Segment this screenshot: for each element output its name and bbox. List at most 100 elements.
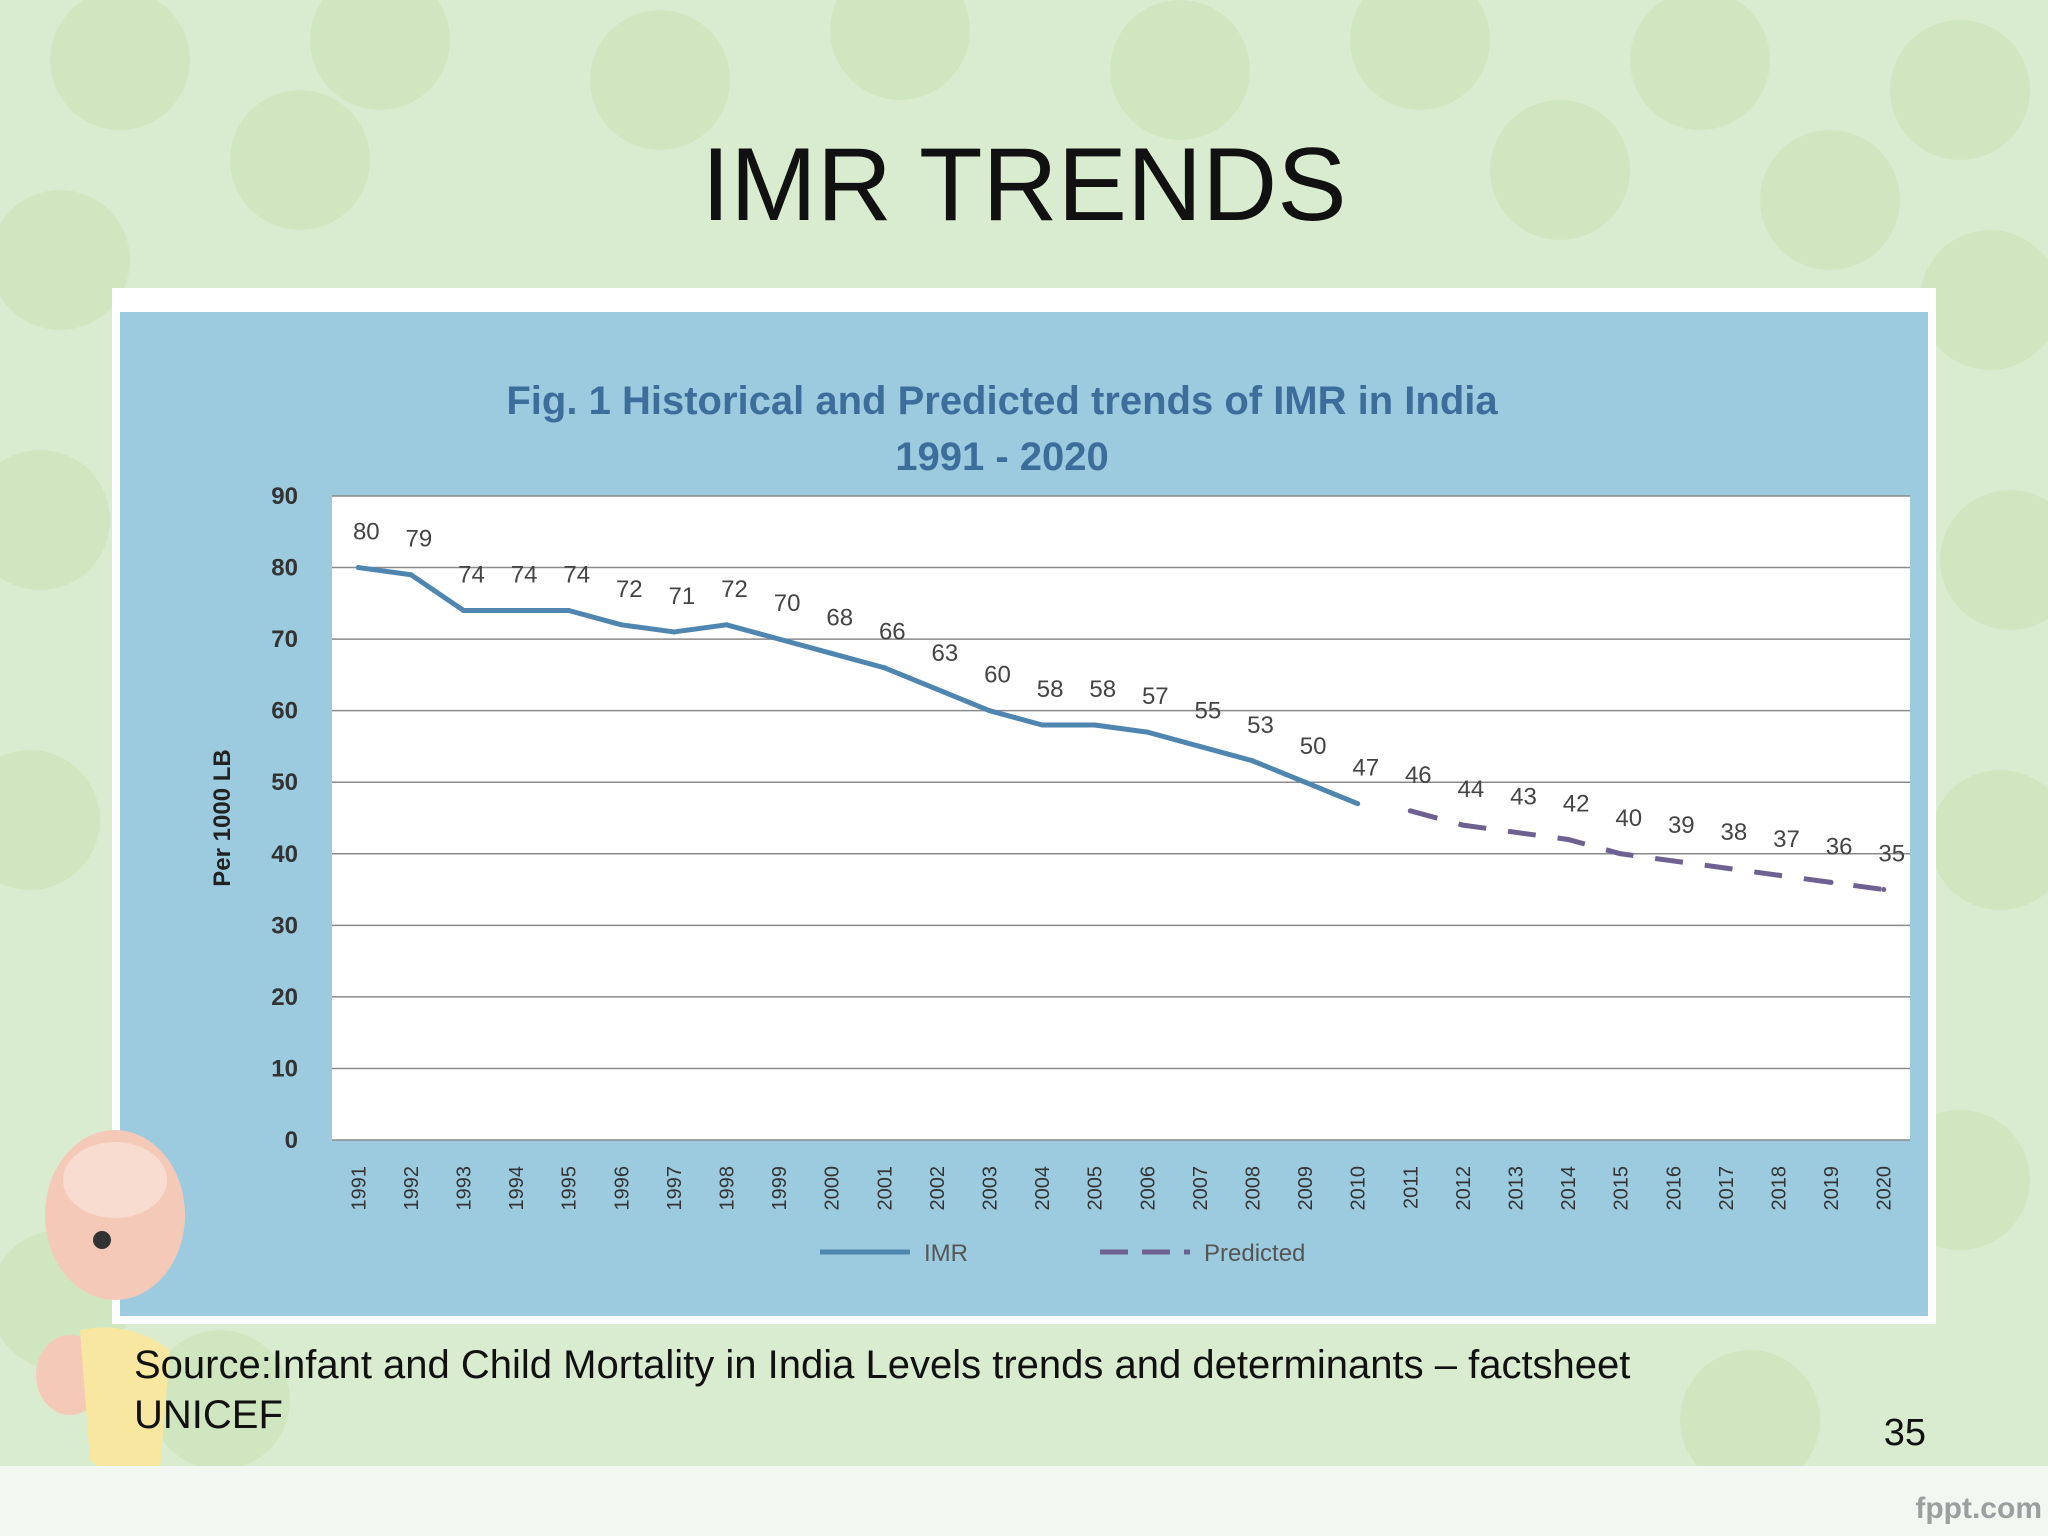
y-tick-label: 0 bbox=[285, 1127, 298, 1154]
x-tick-label: 2000 bbox=[822, 1166, 844, 1211]
y-tick-label: 90 bbox=[271, 483, 298, 510]
data-point bbox=[1881, 887, 1887, 893]
data-label: 38 bbox=[1721, 819, 1748, 846]
data-label: 74 bbox=[511, 561, 538, 588]
data-point bbox=[671, 629, 677, 635]
data-point bbox=[1460, 822, 1466, 828]
y-tick-label: 20 bbox=[271, 984, 298, 1011]
x-tick-label: 2006 bbox=[1137, 1166, 1159, 1211]
background-dot bbox=[1940, 490, 2048, 630]
footer-brand: fppt.com bbox=[1915, 1492, 2042, 1525]
data-point bbox=[1670, 858, 1676, 864]
x-tick-label: 1992 bbox=[401, 1166, 423, 1211]
x-tick-label: 2004 bbox=[1032, 1166, 1054, 1211]
data-label: 57 bbox=[1142, 683, 1169, 710]
x-tick-label: 2007 bbox=[1190, 1166, 1212, 1211]
y-tick-label: 50 bbox=[271, 769, 298, 796]
background-dot bbox=[310, 0, 450, 110]
chart-title-line-2: 1991 - 2020 bbox=[895, 435, 1109, 479]
x-tick-label: 2002 bbox=[927, 1166, 949, 1211]
x-tick-label: 2015 bbox=[1611, 1166, 1633, 1211]
chart-frame: Fig. 1 Historical and Predicted trends o… bbox=[112, 288, 1936, 1324]
data-point bbox=[1250, 758, 1255, 764]
data-label: 68 bbox=[826, 604, 853, 631]
data-label: 63 bbox=[932, 640, 959, 667]
data-label: 70 bbox=[774, 590, 801, 617]
background-dot bbox=[150, 1330, 290, 1470]
background-dot bbox=[230, 90, 370, 230]
x-tick-label: 1993 bbox=[454, 1166, 476, 1211]
data-point bbox=[1618, 851, 1624, 857]
data-label: 42 bbox=[1563, 790, 1590, 817]
data-point bbox=[566, 607, 572, 613]
background-dot bbox=[0, 750, 100, 890]
baby-illustration bbox=[36, 1130, 186, 1524]
x-tick-label: 2014 bbox=[1558, 1166, 1580, 1211]
data-label: 47 bbox=[1352, 755, 1379, 782]
x-tick-label: 2017 bbox=[1716, 1166, 1738, 1211]
x-tick-label: 2016 bbox=[1663, 1166, 1685, 1211]
data-label: 74 bbox=[458, 561, 485, 588]
data-point bbox=[461, 607, 466, 613]
data-point bbox=[934, 686, 940, 692]
background-dot bbox=[50, 0, 190, 130]
x-tick-label: 2012 bbox=[1453, 1166, 1475, 1211]
background-dot bbox=[1760, 130, 1900, 270]
data-point bbox=[408, 572, 414, 578]
data-point bbox=[1828, 879, 1834, 885]
background-dot bbox=[1890, 20, 2030, 160]
data-label: 43 bbox=[1510, 783, 1537, 810]
y-tick-label: 70 bbox=[271, 626, 298, 653]
x-tick-label: 2020 bbox=[1874, 1166, 1896, 1211]
data-label: 71 bbox=[669, 583, 696, 610]
data-label: 53 bbox=[1247, 712, 1274, 739]
data-point bbox=[355, 565, 361, 571]
background-dot bbox=[1930, 770, 2048, 910]
page-number: 35 bbox=[1883, 1412, 1926, 1454]
data-point bbox=[1565, 836, 1571, 842]
x-tick-label: 1996 bbox=[611, 1166, 633, 1211]
footer-strip: fppt.com bbox=[0, 1466, 2048, 1536]
background-dot bbox=[0, 190, 130, 330]
chart-panel: Fig. 1 Historical and Predicted trends o… bbox=[120, 312, 1928, 1316]
background-dot bbox=[1350, 0, 1490, 110]
data-point bbox=[1407, 808, 1413, 814]
data-label: 79 bbox=[406, 526, 433, 553]
data-point bbox=[513, 607, 519, 613]
data-label: 35 bbox=[1878, 841, 1905, 868]
x-tick-label: 2001 bbox=[874, 1166, 896, 1211]
data-point bbox=[829, 650, 835, 656]
chart-title-line-1: Fig. 1 Historical and Predicted trends o… bbox=[506, 379, 1498, 423]
y-tick-label: 80 bbox=[271, 555, 298, 582]
x-tick-label: 1995 bbox=[559, 1166, 581, 1211]
data-point bbox=[1302, 779, 1308, 785]
data-label: 72 bbox=[616, 576, 643, 603]
legend-label: IMR bbox=[924, 1240, 968, 1267]
data-label: 58 bbox=[1089, 676, 1116, 703]
x-tick-label: 1999 bbox=[769, 1166, 791, 1211]
background-dot bbox=[0, 450, 110, 590]
x-tick-label: 2019 bbox=[1821, 1166, 1843, 1211]
x-tick-label: 2010 bbox=[1348, 1166, 1370, 1211]
data-label: 50 bbox=[1300, 733, 1327, 760]
data-label: 36 bbox=[1826, 833, 1853, 860]
data-label: 39 bbox=[1668, 812, 1695, 839]
y-tick-label: 40 bbox=[271, 841, 298, 868]
x-tick-label: 2011 bbox=[1400, 1166, 1422, 1209]
background-dot bbox=[1920, 230, 2048, 370]
data-label: 80 bbox=[353, 519, 380, 546]
x-tick-label: 2018 bbox=[1769, 1166, 1791, 1211]
x-tick-label: 2009 bbox=[1295, 1166, 1317, 1211]
x-tick-label: 1998 bbox=[717, 1166, 739, 1211]
data-point bbox=[987, 708, 992, 714]
legend-label: Predicted bbox=[1204, 1240, 1305, 1267]
data-label: 44 bbox=[1458, 776, 1485, 803]
background-dot bbox=[830, 0, 970, 100]
background-dot bbox=[590, 10, 730, 150]
x-tick-label: 1991 bbox=[348, 1166, 370, 1211]
data-point bbox=[1039, 722, 1045, 728]
x-tick-label: 2008 bbox=[1243, 1166, 1265, 1211]
x-tick-label: 1994 bbox=[506, 1166, 528, 1211]
data-label: 66 bbox=[879, 619, 906, 646]
slide-title: IMR TRENDS bbox=[701, 127, 1347, 243]
